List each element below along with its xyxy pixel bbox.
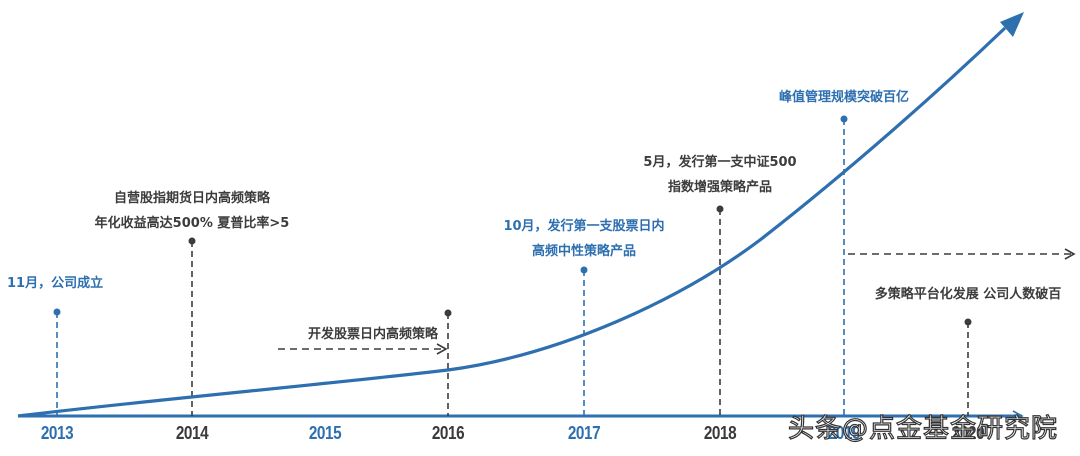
dot-2016 — [444, 309, 452, 317]
year-2017: 2017 — [567, 423, 601, 443]
dot-2019 — [840, 115, 848, 123]
milestone-2014-line1: 自营股指期货日内高频策略 — [113, 191, 271, 206]
year-2015: 2015 — [308, 423, 342, 443]
milestone-2020-label: 多策略平台化发展 公司人数破百 — [874, 287, 1062, 302]
dot-2014 — [188, 237, 196, 245]
milestone-dots — [53, 115, 972, 326]
dot-2020 — [964, 318, 972, 326]
year-2014: 2014 — [175, 423, 209, 443]
milestone-2017-line1: 10月，发行第一支股票日内 — [503, 219, 665, 234]
year-2013: 2013 — [40, 423, 74, 443]
milestone-2018-line2: 指数增强策略产品 — [667, 180, 773, 195]
milestone-2014-line2: 年化收益高达500% 夏普比率>5 — [94, 216, 290, 231]
dot-2017 — [580, 266, 588, 274]
watermark: 头条@点金基金研究院 — [787, 413, 1059, 444]
year-2019: 2019 — [827, 423, 861, 443]
milestone-lines — [56, 119, 969, 416]
milestone-2018-line1: 5月，发行第一支中证500 — [643, 155, 797, 170]
dot-2018 — [716, 205, 724, 213]
milestone-2016-label: 开发股票日内高频策略 — [307, 327, 439, 342]
growth-arrowhead-icon — [1000, 12, 1024, 37]
milestone-2013-label: 11月，公司成立 — [7, 276, 104, 291]
dot-2013 — [53, 308, 61, 316]
year-2020: 2020 — [951, 423, 985, 443]
milestone-2019-label: 峰值管理规模突破百亿 — [778, 90, 910, 105]
milestone-2017-line2: 高频中性策略产品 — [531, 244, 637, 259]
year-2016: 2016 — [431, 423, 465, 443]
growth-curve — [17, 26, 1007, 418]
year-2018: 2018 — [703, 423, 737, 443]
